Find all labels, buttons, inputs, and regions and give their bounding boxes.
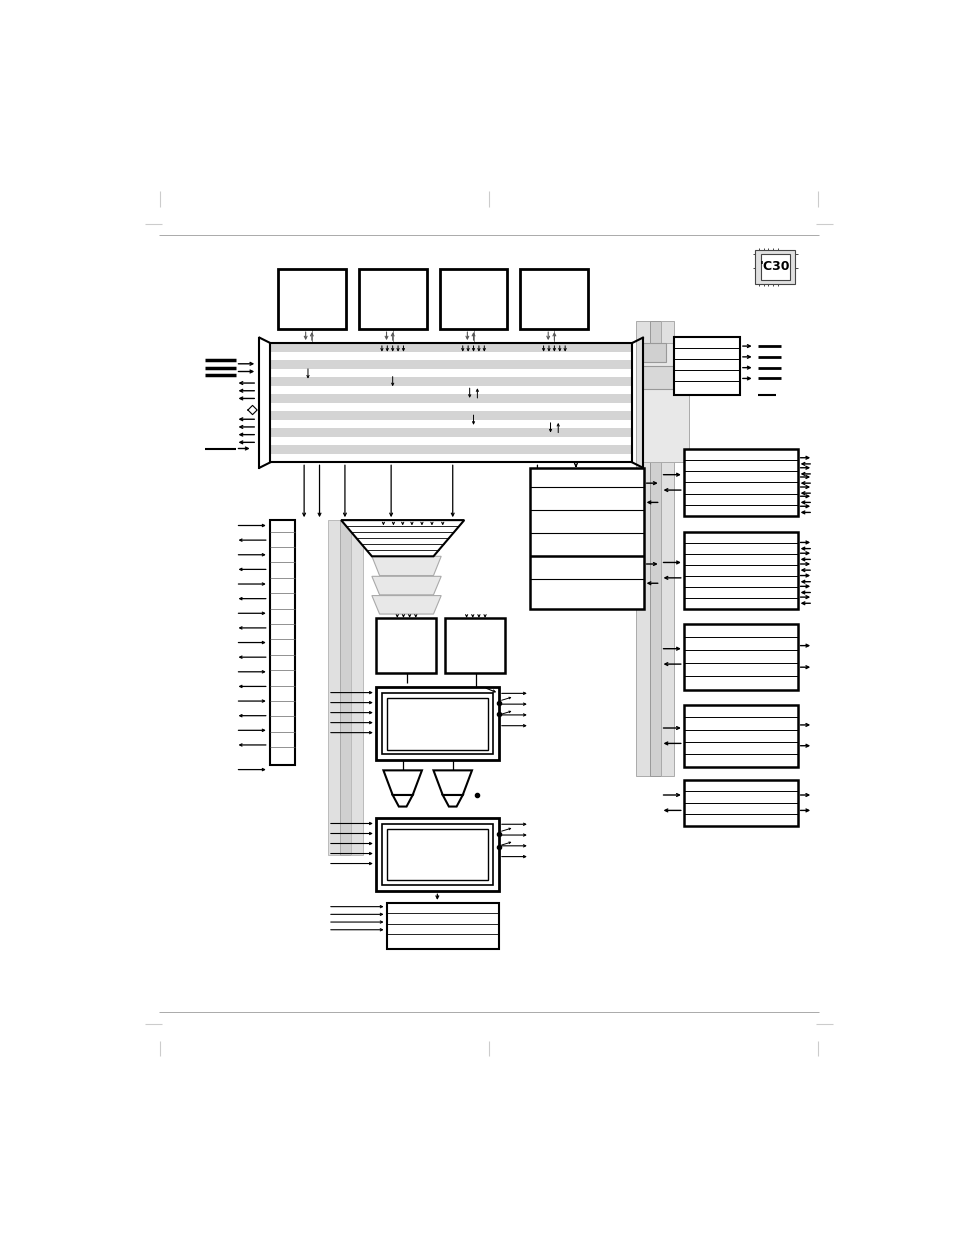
Bar	[642, 343, 665, 362]
Bar	[351, 520, 363, 855]
Bar	[270, 420, 632, 429]
Polygon shape	[393, 795, 413, 806]
Bar	[270, 352, 632, 361]
Bar	[358, 269, 426, 330]
Polygon shape	[442, 795, 462, 806]
Bar	[674, 337, 740, 395]
Text: 'C30: 'C30	[760, 261, 790, 273]
Bar	[270, 385, 632, 394]
Bar	[386, 829, 488, 881]
Polygon shape	[372, 577, 440, 595]
Bar	[386, 698, 488, 750]
Bar	[270, 343, 632, 352]
Bar	[270, 446, 632, 453]
Bar	[649, 321, 660, 776]
Polygon shape	[341, 520, 464, 556]
Bar	[529, 468, 643, 609]
Bar	[270, 429, 632, 437]
Bar	[439, 269, 507, 330]
Bar	[270, 361, 632, 368]
Bar	[660, 321, 674, 776]
Bar	[760, 253, 789, 280]
Bar	[683, 705, 797, 767]
Bar	[270, 520, 294, 764]
Polygon shape	[433, 771, 472, 795]
Bar	[375, 818, 498, 892]
Bar	[386, 903, 498, 948]
Bar	[270, 437, 632, 446]
Bar	[375, 618, 436, 673]
Bar	[642, 366, 688, 389]
Bar	[683, 531, 797, 609]
Bar	[683, 624, 797, 689]
Bar	[381, 824, 493, 885]
Bar	[683, 448, 797, 516]
Bar	[270, 343, 632, 462]
Bar	[270, 453, 632, 462]
Bar	[444, 618, 504, 673]
Bar	[642, 343, 688, 462]
Bar	[381, 693, 493, 755]
Polygon shape	[383, 771, 421, 795]
Bar	[636, 321, 649, 776]
Bar	[270, 377, 632, 385]
Bar	[270, 394, 632, 403]
Bar	[277, 269, 345, 330]
Bar	[340, 520, 351, 855]
Bar	[328, 520, 340, 855]
Bar	[270, 411, 632, 420]
Bar	[375, 687, 498, 761]
Bar	[520, 269, 588, 330]
Polygon shape	[372, 595, 440, 614]
Bar	[270, 368, 632, 377]
Bar	[270, 403, 632, 411]
Bar	[755, 249, 795, 284]
Bar	[683, 779, 797, 826]
Polygon shape	[372, 556, 440, 576]
